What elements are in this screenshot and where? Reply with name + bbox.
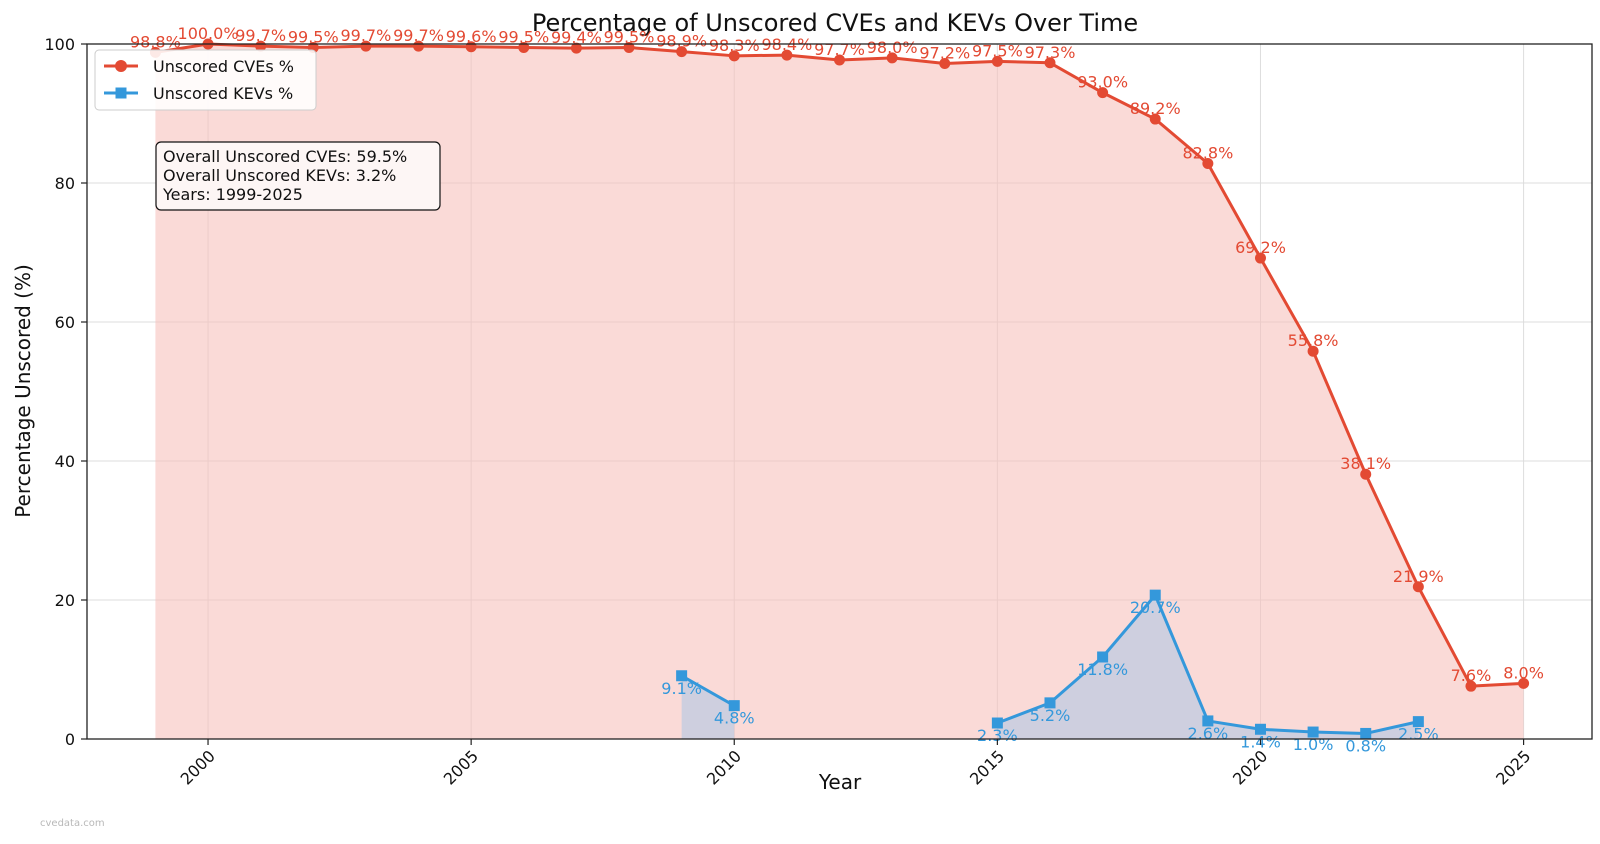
kev-marker bbox=[1149, 589, 1161, 601]
kev-area-fill bbox=[997, 595, 1419, 739]
kev-series-line bbox=[680, 674, 735, 707]
kev-marker bbox=[1307, 726, 1319, 738]
stats-annotation-box: Overall Unscored CVEs: 59.5% Overall Uns… bbox=[155, 141, 441, 211]
cve-data-label: 98.3% bbox=[709, 36, 760, 55]
legend-kev-marker bbox=[115, 87, 127, 99]
kev-data-label: 9.1% bbox=[661, 679, 702, 698]
cve-marker bbox=[255, 40, 267, 52]
cve-data-label: 99.4% bbox=[551, 28, 602, 47]
kev-marker bbox=[1202, 715, 1214, 727]
cve-marker bbox=[991, 55, 1003, 67]
cve-data-label: 82.8% bbox=[1182, 144, 1233, 163]
kev-marker bbox=[1097, 651, 1109, 663]
cve-data-label: 99.7% bbox=[393, 26, 444, 45]
cve-data-label: 99.7% bbox=[235, 26, 286, 45]
cve-marker bbox=[1307, 345, 1319, 357]
kev-data-label: 1.0% bbox=[1293, 735, 1334, 754]
kev-marker bbox=[728, 700, 740, 712]
cve-marker bbox=[1412, 581, 1424, 593]
legend-cve-label: Unscored CVEs % bbox=[153, 57, 294, 76]
cve-marker bbox=[1465, 680, 1477, 692]
kev-marker bbox=[1360, 727, 1372, 739]
kev-marker bbox=[991, 717, 1003, 729]
cve-data-label: 89.2% bbox=[1130, 99, 1181, 118]
y-axis-label: Percentage Unscored (%) bbox=[11, 264, 35, 518]
cve-marker bbox=[623, 41, 635, 53]
cve-data-label: 8.0% bbox=[1503, 663, 1544, 682]
stats-line-cves: Overall Unscored CVEs: 59.5% bbox=[163, 147, 407, 166]
watermark: cvedata.com bbox=[40, 818, 105, 829]
y-tick-label: 60 bbox=[55, 313, 75, 332]
stats-line-kevs: Overall Unscored KEVs: 3.2% bbox=[163, 166, 396, 185]
cve-data-label: 97.3% bbox=[1025, 43, 1076, 62]
kev-marker bbox=[1044, 697, 1056, 709]
cve-marker bbox=[886, 52, 898, 64]
kev-data-label: 5.2% bbox=[1030, 706, 1071, 725]
data-labels: 98.8%100.0%99.7% 99.5% 99.7% 99.7% 99.6% 99.5… bbox=[130, 24, 1544, 755]
y-tick-label: 20 bbox=[55, 591, 75, 610]
cve-data-label: 97.7% bbox=[814, 40, 865, 59]
cve-marker bbox=[728, 50, 740, 62]
cve-data-label: 93.0% bbox=[1077, 73, 1128, 92]
plot-area-frame bbox=[86, 43, 1593, 740]
cve-marker bbox=[1097, 87, 1109, 99]
kev-marker bbox=[1254, 723, 1266, 735]
kev-data-label: 2.5% bbox=[1398, 725, 1439, 744]
cve-marker bbox=[1518, 677, 1530, 689]
stats-line-years: Years: 1999-2025 bbox=[162, 185, 303, 204]
y-tick-label: 80 bbox=[55, 174, 75, 193]
cve-marker bbox=[360, 40, 372, 52]
legend-kev-label: Unscored KEVs % bbox=[153, 84, 293, 103]
legend-box bbox=[94, 49, 317, 111]
kev-data-label: 2.6% bbox=[1188, 724, 1229, 743]
cve-data-label: 99.6% bbox=[446, 27, 497, 46]
kev-data-label: 11.8% bbox=[1077, 660, 1128, 679]
kev-area-fill bbox=[681, 675, 735, 739]
cve-marker bbox=[834, 54, 845, 66]
kev-data-label: 20.7% bbox=[1130, 598, 1181, 617]
cve-data-label: 98.8% bbox=[130, 32, 181, 51]
cve-area-fill bbox=[155, 44, 1524, 739]
cve-marker bbox=[570, 42, 582, 54]
kev-data-label: 4.8% bbox=[714, 709, 755, 728]
cve-marker bbox=[1202, 158, 1214, 170]
cve-data-label: 69.2% bbox=[1235, 238, 1286, 257]
cve-data-label: 7.6% bbox=[1451, 666, 1492, 685]
cve-data-label: 99.7% bbox=[340, 26, 391, 45]
cve-marker bbox=[413, 40, 425, 52]
cve-data-label: 99.5% bbox=[604, 27, 655, 46]
legend-cve-marker bbox=[115, 60, 127, 72]
cve-data-label: 98.9% bbox=[656, 32, 707, 51]
cve-data-label: 21.9% bbox=[1393, 567, 1444, 586]
kev-data-label: 0.8% bbox=[1345, 736, 1386, 755]
y-tick-label: 0 bbox=[65, 730, 75, 749]
kev-marker bbox=[676, 670, 688, 682]
cve-data-label: 99.5% bbox=[288, 27, 339, 46]
cve-marker bbox=[781, 49, 793, 61]
cve-data-label: 97.2% bbox=[919, 43, 970, 62]
cve-data-label: 98.0% bbox=[867, 38, 918, 57]
kev-marker bbox=[1412, 716, 1424, 728]
cve-marker bbox=[1360, 468, 1372, 480]
cve-marker bbox=[1254, 252, 1266, 264]
cve-data-label: 97.5% bbox=[972, 41, 1023, 60]
x-axis-label: Year bbox=[818, 770, 862, 794]
y-tick-label: 100 bbox=[44, 35, 75, 54]
series-fills bbox=[155, 44, 1524, 739]
cve-data-label: 55.8% bbox=[1288, 331, 1339, 350]
cve-data-label: 99.5% bbox=[498, 27, 549, 46]
y-tick-label: 40 bbox=[55, 452, 75, 471]
chart-title: Percentage of Unscored CVEs and KEVs Ove… bbox=[532, 9, 1138, 37]
cve-marker bbox=[939, 57, 951, 69]
stats-box-frame bbox=[155, 141, 441, 211]
cve-marker bbox=[1149, 113, 1161, 125]
kev-data-label: 2.3% bbox=[977, 726, 1018, 745]
legend: Unscored CVEs % Unscored KEVs % bbox=[94, 49, 317, 111]
cve-data-label: 38.1% bbox=[1340, 454, 1391, 473]
cve-marker bbox=[676, 46, 688, 58]
cve-marker bbox=[518, 41, 530, 53]
cve-marker bbox=[1044, 57, 1056, 69]
cve-data-label: 100.0% bbox=[178, 24, 239, 43]
